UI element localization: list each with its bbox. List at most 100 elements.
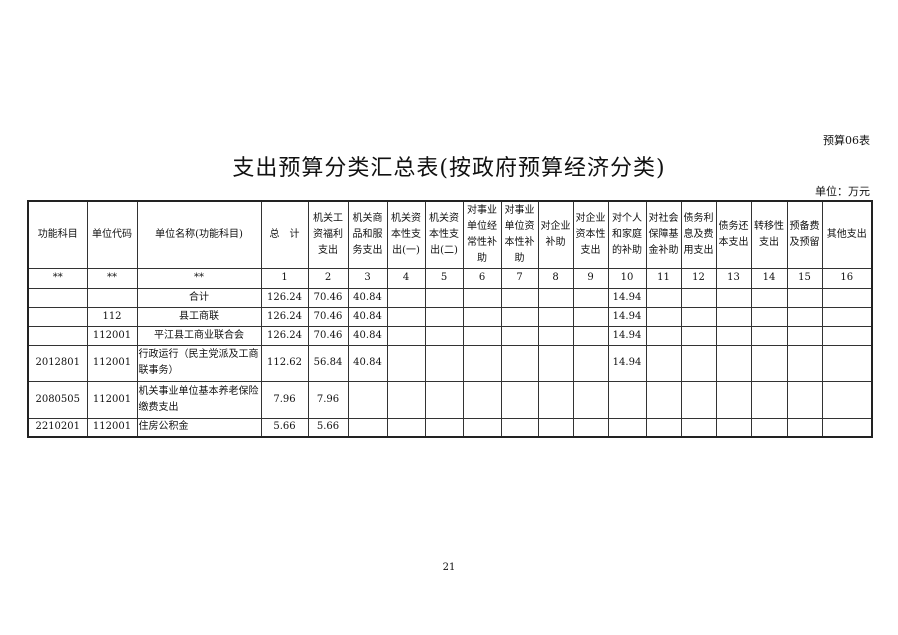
data-cell	[500, 325, 539, 346]
header-cell: 机关资本性支出(二)	[424, 200, 464, 269]
data-cell	[386, 380, 426, 419]
data-cell	[86, 287, 138, 308]
data-cell	[645, 344, 682, 382]
data-cell	[424, 287, 464, 308]
header-cell: 机关资本性支出(一)	[386, 200, 426, 269]
data-cell	[386, 287, 426, 308]
data-cell: 70.46	[307, 306, 349, 327]
index-cell: **	[27, 267, 88, 289]
index-cell: 8	[537, 267, 574, 289]
index-cell: 15	[786, 267, 823, 289]
data-cell: 112001	[86, 380, 138, 419]
data-cell	[537, 417, 574, 438]
data-cell	[537, 287, 574, 308]
header-cell: 对事业单位资本性补助	[500, 200, 539, 269]
data-cell	[821, 325, 873, 346]
data-cell	[821, 417, 873, 438]
data-cell: 机关事业单位基本养老保险缴费支出	[136, 380, 262, 419]
index-cell: 2	[307, 267, 349, 289]
data-cell: 7.96	[307, 380, 349, 419]
header-cell: 对企业补助	[537, 200, 574, 269]
data-cell	[715, 344, 752, 382]
data-cell	[424, 417, 464, 438]
data-cell	[715, 417, 752, 438]
data-cell	[750, 344, 788, 382]
index-cell: 10	[607, 267, 647, 289]
data-cell	[750, 380, 788, 419]
index-cell: 6	[462, 267, 502, 289]
data-cell	[462, 306, 502, 327]
data-cell	[645, 306, 682, 327]
table-row: 2080505 112001 机关事业单位基本养老保险缴费支出 7.96 7.96	[27, 380, 873, 419]
data-cell: 112001	[86, 344, 138, 382]
header-cell: 机关商品和服务支出	[347, 200, 388, 269]
data-cell: 70.46	[307, 287, 349, 308]
data-cell	[750, 287, 788, 308]
data-cell	[786, 344, 823, 382]
data-cell: 2012801	[27, 344, 88, 382]
data-cell	[572, 325, 609, 346]
data-cell: 住房公积金	[136, 417, 262, 438]
data-cell	[27, 325, 88, 346]
index-cell: 12	[680, 267, 717, 289]
table-row: 2210201 112001 住房公积金 5.66 5.66	[27, 417, 873, 438]
data-cell: 平江县工商业联合会	[136, 325, 262, 346]
index-cell: 14	[750, 267, 788, 289]
form-number: 预算06表	[823, 134, 870, 147]
data-cell	[750, 306, 788, 327]
data-cell	[680, 306, 717, 327]
data-cell	[715, 306, 752, 327]
data-cell: 14.94	[607, 306, 647, 327]
data-cell	[680, 344, 717, 382]
table-row: 合计 126.24 70.46 40.84 14.94	[27, 287, 873, 308]
page-number: 21	[442, 562, 456, 573]
data-cell: 40.84	[347, 306, 388, 327]
data-cell: 70.46	[307, 325, 349, 346]
data-cell: 112001	[86, 325, 138, 346]
index-cell: 1	[260, 267, 309, 289]
data-cell	[500, 417, 539, 438]
header-row: 功能科目 单位代码 单位名称(功能科目) 总 计机关工资福利支出 机关商品和服务支出 机关…	[27, 200, 873, 269]
data-cell: 7.96	[260, 380, 309, 419]
data-cell	[645, 417, 682, 438]
data-cell	[572, 417, 609, 438]
data-cell	[750, 325, 788, 346]
data-cell	[462, 417, 502, 438]
header-cell: 单位代码	[86, 200, 138, 269]
data-cell	[500, 287, 539, 308]
data-cell	[572, 287, 609, 308]
data-cell	[462, 380, 502, 419]
data-cell	[680, 287, 717, 308]
data-cell	[680, 417, 717, 438]
index-cell: 7	[500, 267, 539, 289]
data-cell	[537, 344, 574, 382]
data-cell: 县工商联	[136, 306, 262, 327]
data-cell: 40.84	[347, 325, 388, 346]
data-cell: 112	[86, 306, 138, 327]
data-cell	[821, 306, 873, 327]
data-cell: 14.94	[607, 325, 647, 346]
data-cell	[715, 287, 752, 308]
data-cell	[607, 417, 647, 438]
data-cell: 126.24	[260, 325, 309, 346]
data-cell	[645, 380, 682, 419]
data-cell	[645, 287, 682, 308]
data-cell	[645, 325, 682, 346]
index-cell: 4	[386, 267, 426, 289]
data-cell	[821, 287, 873, 308]
table-row: 2012801 112001 行政运行（民主党派及工商联事务） 112.62 56.84…	[27, 344, 873, 382]
data-cell	[386, 417, 426, 438]
data-cell	[462, 287, 502, 308]
data-cell	[537, 325, 574, 346]
data-cell	[386, 306, 426, 327]
data-cell: 112.62	[260, 344, 309, 382]
data-cell	[715, 380, 752, 419]
index-cell: **	[86, 267, 138, 289]
header-cell: 对个人和家庭的补助	[607, 200, 647, 269]
data-cell: 40.84	[347, 344, 388, 382]
data-cell	[680, 325, 717, 346]
header-cell: 其他支出	[821, 200, 873, 269]
data-cell: 2210201	[27, 417, 88, 438]
header-cell: 对企业资本性支出	[572, 200, 609, 269]
